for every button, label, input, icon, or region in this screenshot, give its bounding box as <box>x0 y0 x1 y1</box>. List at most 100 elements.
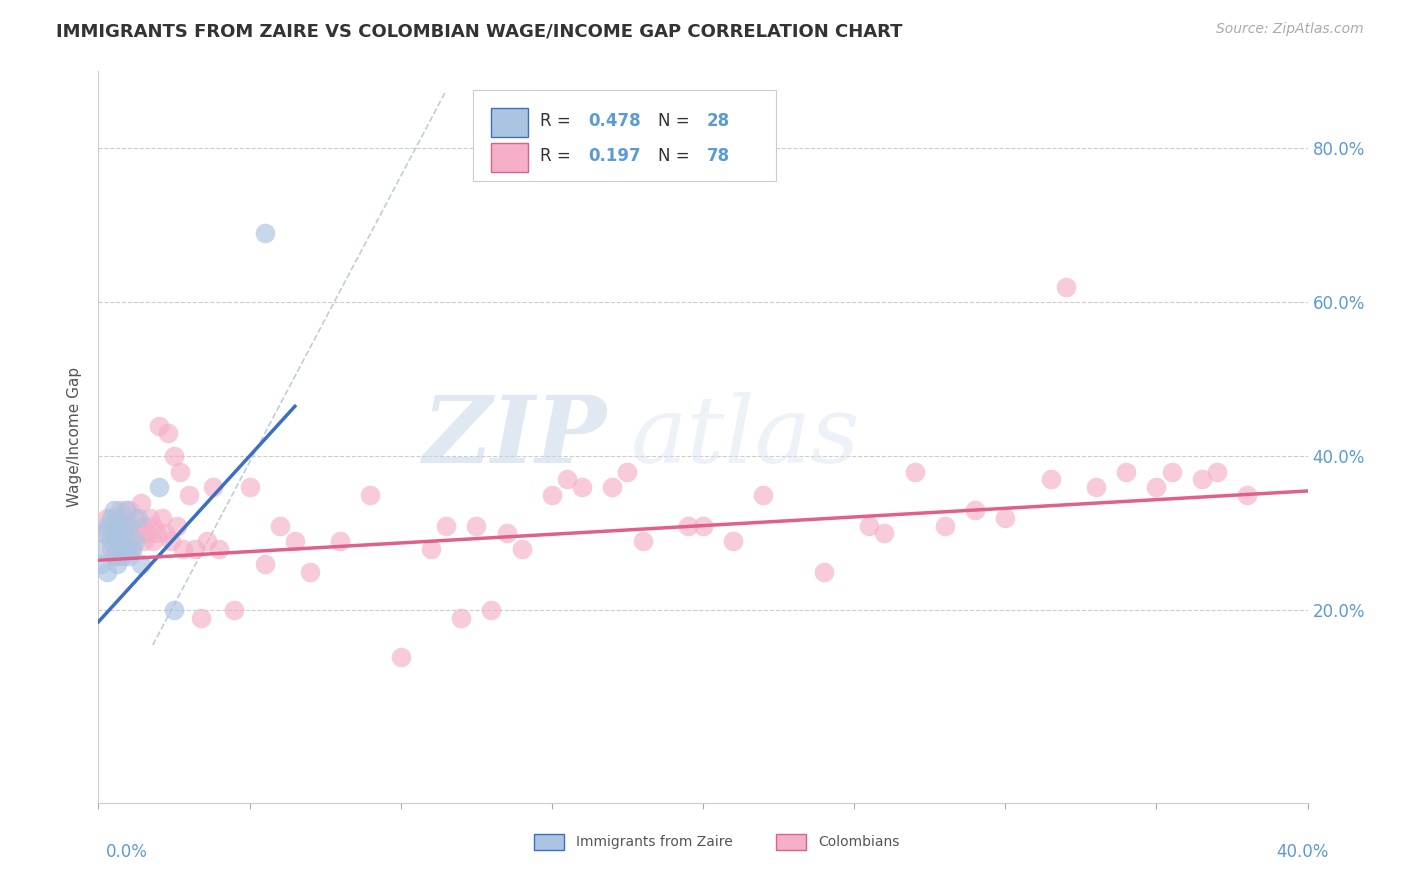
Point <box>190 611 212 625</box>
Point <box>510 541 533 556</box>
Point <box>103 503 125 517</box>
Point <box>160 534 183 549</box>
Text: N =: N = <box>658 112 695 130</box>
FancyBboxPatch shape <box>492 108 527 137</box>
Point <box>1054 280 1077 294</box>
Point <box>1236 488 1258 502</box>
Text: 0.0%: 0.0% <box>105 843 148 861</box>
Point <box>103 518 125 533</box>
Point <box>360 488 382 502</box>
Point <box>692 518 714 533</box>
Point <box>127 526 149 541</box>
FancyBboxPatch shape <box>534 834 564 850</box>
Point <box>142 534 165 549</box>
Point <box>93 526 115 541</box>
Point <box>752 488 775 502</box>
Point <box>555 472 578 486</box>
Point <box>121 541 143 556</box>
Point <box>100 511 122 525</box>
Point <box>616 465 638 479</box>
Text: 78: 78 <box>707 147 730 165</box>
FancyBboxPatch shape <box>776 834 806 850</box>
Point <box>139 511 162 525</box>
Text: atlas: atlas <box>630 392 860 482</box>
Point <box>253 557 276 571</box>
Point <box>904 465 927 479</box>
Point <box>253 226 276 240</box>
Point <box>163 450 186 464</box>
Point <box>108 518 131 533</box>
Point <box>118 503 141 517</box>
Text: R =: R = <box>540 147 576 165</box>
Point <box>118 526 141 541</box>
Point <box>111 534 134 549</box>
Point <box>124 534 146 549</box>
Point <box>100 541 122 556</box>
Point <box>602 480 624 494</box>
Point <box>571 480 593 494</box>
Point <box>481 603 503 617</box>
Point <box>96 511 118 525</box>
Point <box>172 541 194 556</box>
Point <box>676 518 699 533</box>
Point <box>239 480 262 494</box>
Point <box>420 541 443 556</box>
Text: 28: 28 <box>707 112 730 130</box>
Point <box>129 557 152 571</box>
Point <box>100 534 122 549</box>
Point <box>103 549 125 564</box>
Text: Source: ZipAtlas.com: Source: ZipAtlas.com <box>1216 22 1364 37</box>
Point <box>111 526 134 541</box>
Point <box>723 534 745 549</box>
Point <box>129 495 152 509</box>
Point <box>148 418 170 433</box>
Point <box>153 526 176 541</box>
Point <box>1191 472 1213 486</box>
Point <box>965 503 987 517</box>
Point <box>163 603 186 617</box>
Point <box>224 603 246 617</box>
Point <box>114 503 136 517</box>
Point <box>96 565 118 579</box>
Point <box>132 534 155 549</box>
Text: 0.197: 0.197 <box>588 147 641 165</box>
FancyBboxPatch shape <box>492 143 527 172</box>
Point <box>195 534 218 549</box>
Point <box>329 534 352 549</box>
Point <box>495 526 517 541</box>
Text: R =: R = <box>540 112 576 130</box>
Point <box>111 549 134 564</box>
Text: ZIP: ZIP <box>422 392 606 482</box>
Point <box>1085 480 1108 494</box>
Text: 0.478: 0.478 <box>588 112 641 130</box>
Point <box>145 526 167 541</box>
Point <box>90 557 112 571</box>
Point <box>1039 472 1062 486</box>
Point <box>118 518 141 533</box>
Y-axis label: Wage/Income Gap: Wage/Income Gap <box>67 367 83 508</box>
Point <box>994 511 1017 525</box>
Point <box>208 541 231 556</box>
Point <box>135 526 157 541</box>
Point <box>142 518 165 533</box>
Point <box>93 526 115 541</box>
Point <box>269 518 291 533</box>
Point <box>450 611 472 625</box>
Point <box>105 549 128 564</box>
Point <box>1115 465 1137 479</box>
Text: IMMIGRANTS FROM ZAIRE VS COLOMBIAN WAGE/INCOME GAP CORRELATION CHART: IMMIGRANTS FROM ZAIRE VS COLOMBIAN WAGE/… <box>56 22 903 40</box>
Point <box>148 480 170 494</box>
Point <box>873 526 896 541</box>
Point <box>166 518 188 533</box>
Point <box>93 541 115 556</box>
Point <box>105 534 128 549</box>
Point <box>105 511 128 525</box>
Text: N =: N = <box>658 147 695 165</box>
Point <box>934 518 956 533</box>
Point <box>108 503 131 517</box>
Text: Colombians: Colombians <box>818 835 900 849</box>
Point <box>184 541 207 556</box>
Point <box>389 649 412 664</box>
Point <box>118 549 141 564</box>
Point <box>127 511 149 525</box>
